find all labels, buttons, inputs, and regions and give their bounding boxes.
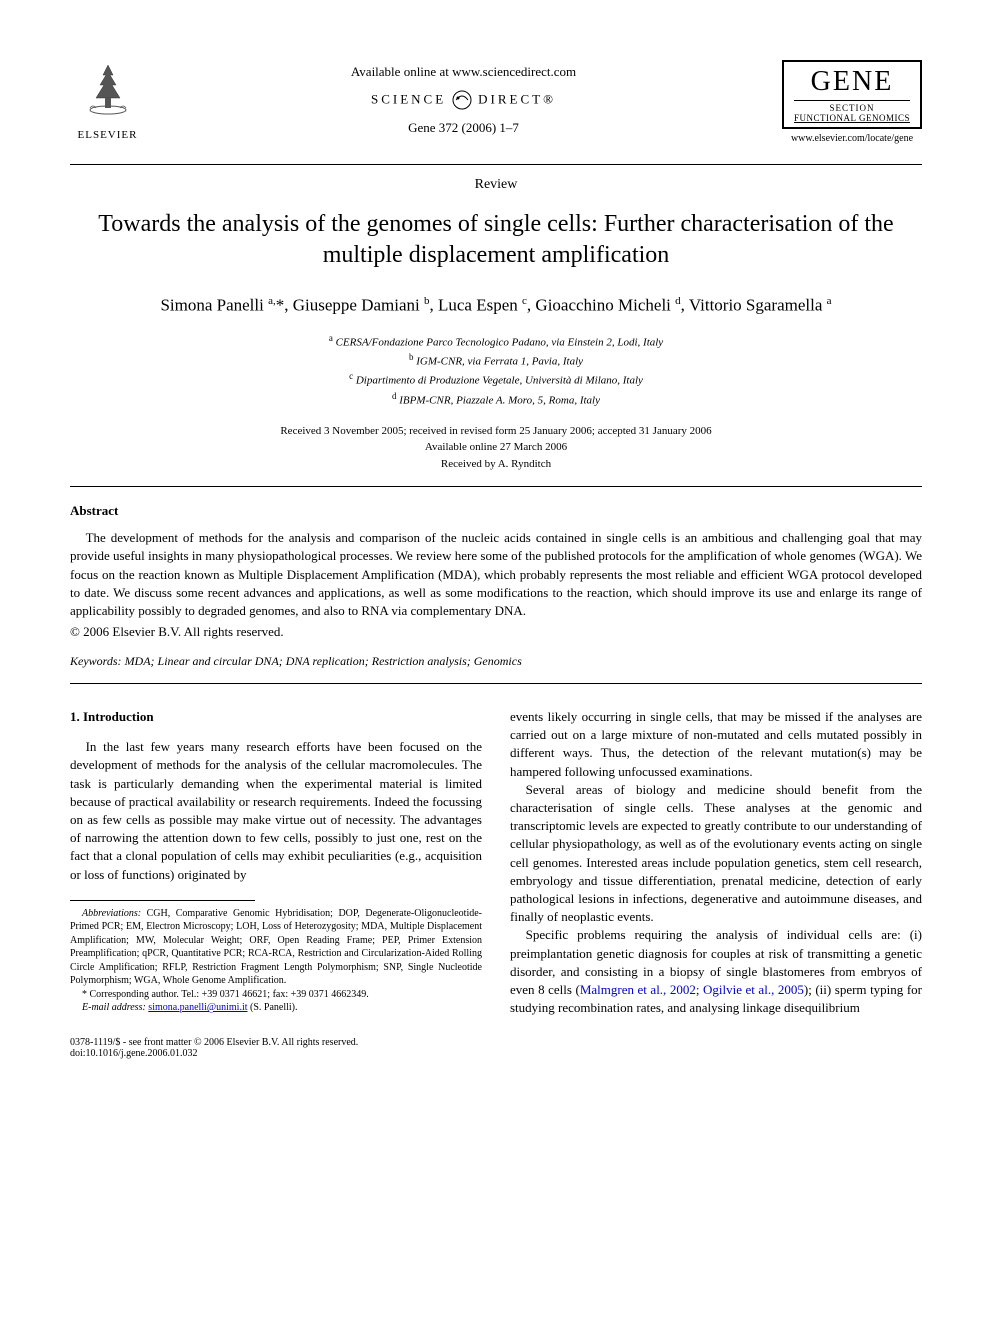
citation-text: Gene 372 (2006) 1–7 (145, 120, 782, 136)
elsevier-logo: ELSEVIER (70, 60, 145, 141)
intro-paragraph-2: Several areas of biology and medicine sh… (510, 781, 922, 927)
online-date: Available online 27 March 2006 (70, 439, 922, 456)
header-row: ELSEVIER Available online at www.science… (70, 60, 922, 144)
available-online-text: Available online at www.sciencedirect.co… (145, 64, 782, 80)
elsevier-label: ELSEVIER (70, 129, 145, 141)
divider-abstract-bottom (70, 683, 922, 684)
abstract-copyright: © 2006 Elsevier B.V. All rights reserved… (70, 624, 922, 640)
reference-link[interactable]: Malmgren et al., 2002; Ogilvie et al., 2… (580, 982, 804, 997)
page-footer: 0378-1119/$ - see front matter © 2006 El… (70, 1037, 922, 1059)
intro-paragraph-3: Specific problems requiring the analysis… (510, 926, 922, 1017)
gene-box: GENE SECTION FUNCTIONAL GENOMICS (782, 60, 922, 129)
science-text: SCIENCE (371, 92, 446, 107)
intro-paragraph-1: In the last few years many research effo… (70, 738, 482, 884)
corr-label: * Corresponding author. (82, 989, 179, 1000)
body-columns: 1. Introduction In the last few years ma… (70, 708, 922, 1017)
corresponding-author-footnote: * Corresponding author. Tel.: +39 0371 4… (70, 988, 482, 1002)
review-label: Review (70, 177, 922, 193)
issn-line: 0378-1119/$ - see front matter © 2006 El… (70, 1037, 922, 1048)
affiliations: a CERSA/Fondazione Parco Tecnologico Pad… (70, 332, 922, 409)
footnote-divider (70, 900, 255, 901)
keywords: Keywords: MDA; Linear and circular DNA; … (70, 654, 922, 669)
intro-paragraph-1-cont: events likely occurring in single cells,… (510, 708, 922, 781)
abstract-heading: Abstract (70, 503, 922, 519)
journal-logo: GENE SECTION FUNCTIONAL GENOMICS www.els… (782, 60, 922, 144)
journal-url: www.elsevier.com/locate/gene (782, 133, 922, 144)
abbreviations-footnote: Abbreviations: CGH, Comparative Genomic … (70, 907, 482, 988)
article-title: Towards the analysis of the genomes of s… (70, 209, 922, 271)
gene-subsection: FUNCTIONAL GENOMICS (794, 113, 910, 123)
left-column: 1. Introduction In the last few years ma… (70, 708, 482, 1017)
divider-top (70, 164, 922, 165)
direct-text: DIRECT® (478, 92, 556, 107)
keywords-text: MDA; Linear and circular DNA; DNA replic… (122, 654, 522, 668)
doi-line: doi:10.1016/j.gene.2006.01.032 (70, 1048, 922, 1059)
gene-section: SECTION (794, 103, 910, 113)
keywords-label: Keywords: (70, 654, 122, 668)
abstract-text: The development of methods for the analy… (70, 529, 922, 620)
corr-text: Tel.: +39 0371 46621; fax: +39 0371 4662… (179, 989, 369, 1000)
email-link[interactable]: simona.panelli@unimi.it (148, 1002, 247, 1013)
email-footnote: E-mail address: simona.panelli@unimi.it … (70, 1001, 482, 1015)
email-suffix: (S. Panelli). (248, 1002, 298, 1013)
received-date: Received 3 November 2005; received in re… (70, 423, 922, 440)
section-heading: 1. Introduction (70, 708, 482, 726)
gene-title: GENE (794, 66, 910, 101)
authors: Simona Panelli a,*, Giuseppe Damiani b, … (70, 295, 922, 316)
abbrev-label: Abbreviations: (82, 908, 141, 919)
header-center: Available online at www.sciencedirect.co… (145, 60, 782, 136)
sciencedirect-icon (450, 88, 474, 112)
science-direct-logo: SCIENCE DIRECT® (145, 88, 782, 112)
divider-abstract-top (70, 486, 922, 487)
abbrev-text: CGH, Comparative Genomic Hybridisation; … (70, 908, 482, 987)
received-by: Received by A. Rynditch (70, 456, 922, 473)
elsevier-tree-icon (78, 60, 138, 120)
right-column: events likely occurring in single cells,… (510, 708, 922, 1017)
dates-block: Received 3 November 2005; received in re… (70, 423, 922, 473)
email-label: E-mail address: (82, 1002, 146, 1013)
